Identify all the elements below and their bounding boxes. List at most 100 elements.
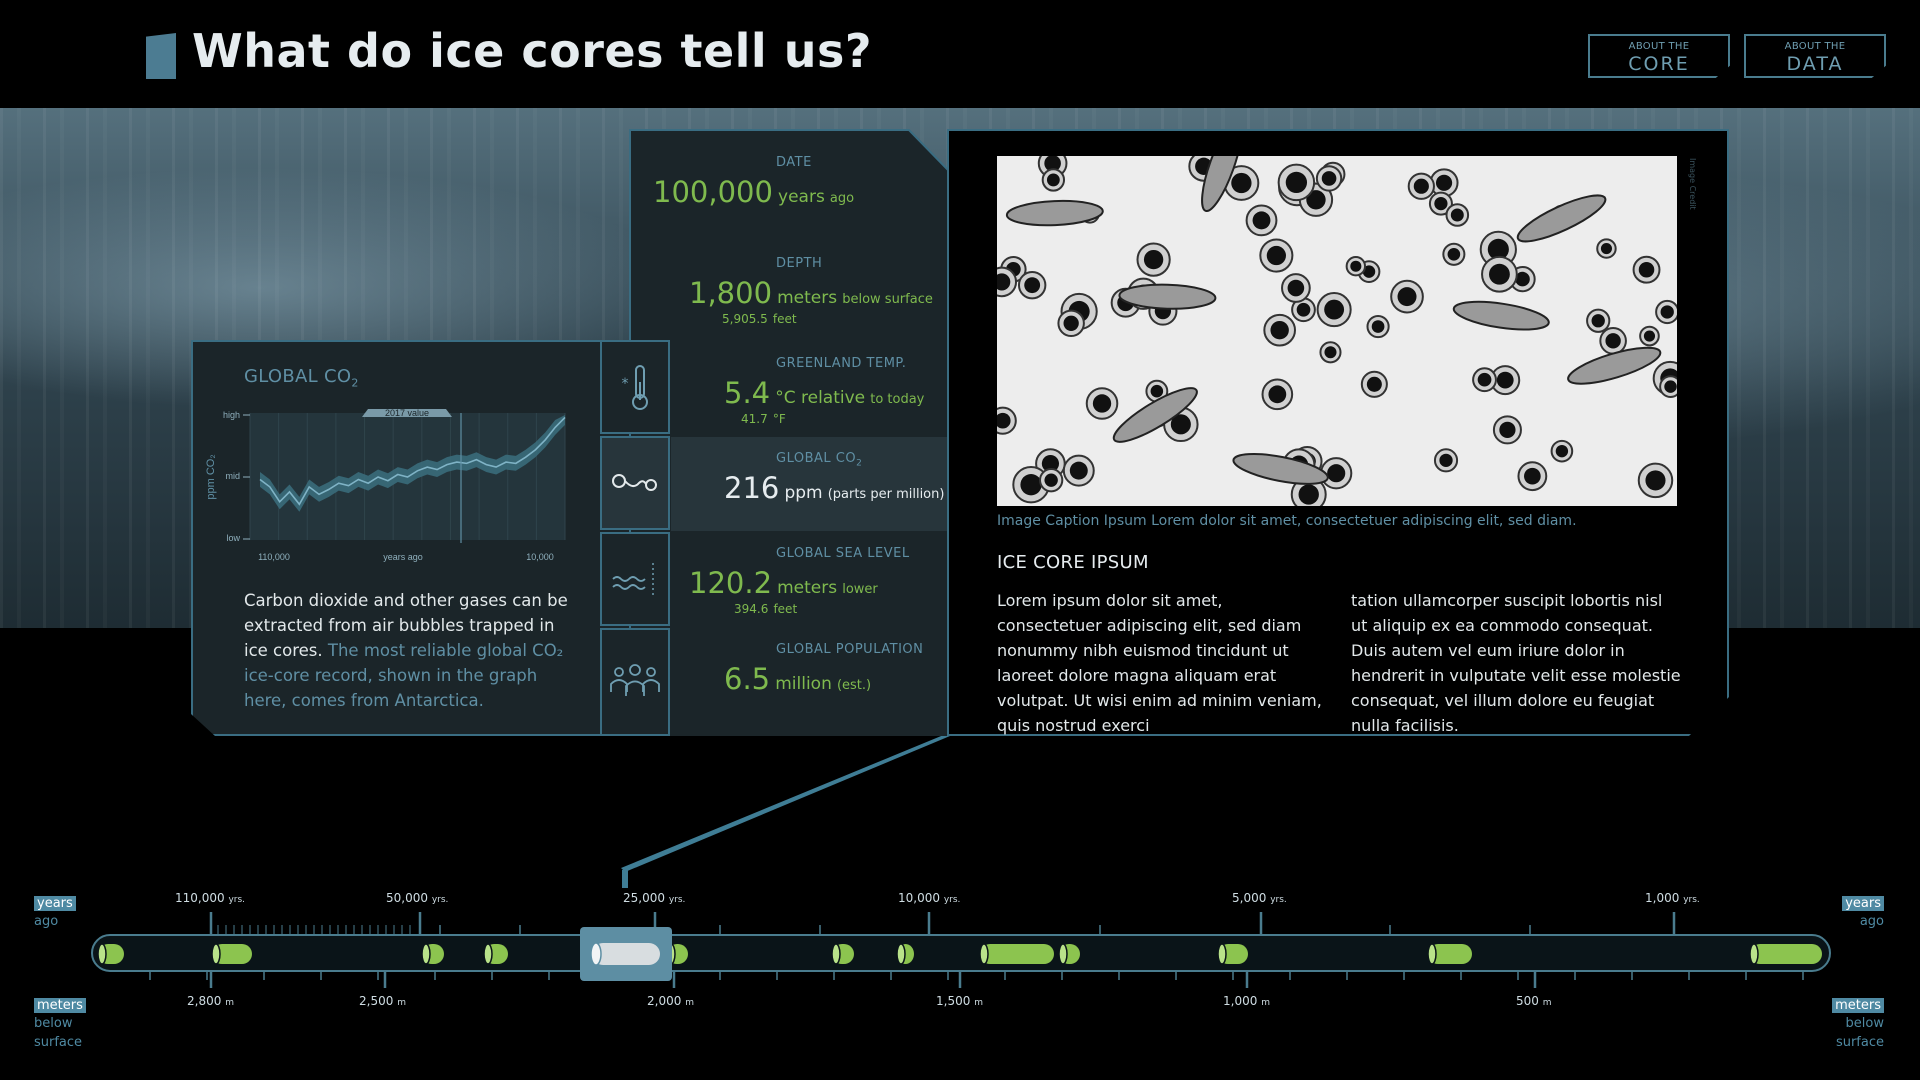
micro-cell-nucleus: [1020, 474, 1042, 496]
x-axis-label: years ago: [383, 552, 423, 562]
image-caption: Image Caption Ipsum Lorem dolor sit amet…: [997, 513, 1577, 529]
timeline-selected-core: [592, 943, 660, 965]
micro-cell-nucleus: [1499, 421, 1516, 438]
temperature-tab[interactable]: *: [600, 340, 670, 434]
about-data-small-label: ABOUT THE: [1784, 41, 1846, 52]
micro-cell-nucleus: [1434, 196, 1448, 211]
years-badge-left: years: [34, 896, 76, 911]
micro-cell-nucleus: [997, 412, 1011, 429]
y-tick-mid: mid: [225, 471, 240, 481]
micro-cell-nucleus: [1306, 190, 1326, 210]
co2-description-text: Carbon dioxide and other gases can be ex…: [244, 591, 568, 660]
ago-left: ago: [34, 914, 59, 929]
micro-cell-nucleus: [1266, 245, 1286, 266]
years-ago-left: years ago: [34, 892, 76, 931]
micro-rod: [1567, 346, 1662, 385]
co2-tab[interactable]: [600, 436, 670, 530]
micro-cell-nucleus: [1645, 470, 1666, 491]
image-credit: Image Credit: [1688, 158, 1697, 210]
title-marker: [146, 33, 176, 79]
years-label-50000: 50,000 yrs.: [386, 891, 449, 905]
chart-series-line: [259, 416, 566, 506]
micro-cell-nucleus: [1327, 464, 1346, 483]
temp-sub-unit: °F: [772, 412, 786, 426]
sea-level-label: GLOBAL SEA LEVEL: [776, 546, 910, 561]
micro-rod: [1201, 156, 1243, 213]
micro-cell-nucleus: [1150, 384, 1164, 398]
micro-cell-nucleus: [1069, 461, 1088, 480]
y-tick-high: high: [223, 410, 240, 420]
micro-cell-nucleus: [1063, 315, 1079, 331]
core-segment-end: [421, 943, 431, 965]
about-core-button[interactable]: ABOUT THE CORE: [1588, 34, 1730, 78]
years-label-10000: 10,000 yrs.: [898, 891, 961, 905]
temp-sub-readout: 41.7 °F: [741, 408, 786, 427]
ago-right: ago: [1859, 914, 1884, 929]
below-left: below: [34, 1016, 73, 1031]
micro-rod: [1452, 300, 1550, 331]
sea-level-sub-unit: feet: [773, 602, 798, 616]
micro-cell-nucleus: [1664, 380, 1677, 393]
article-column-2: tation ullamcorper suscipit lobortis nis…: [1351, 591, 1681, 735]
depth-unit: meters: [777, 288, 838, 308]
micro-cell-nucleus: [1489, 263, 1510, 285]
y-axis-label: ppm CO₂: [205, 454, 217, 499]
micro-cell-nucleus: [1252, 211, 1271, 230]
micro-cell-nucleus: [1477, 372, 1492, 387]
core-segment: [1428, 944, 1472, 964]
micro-cell-nucleus: [1170, 414, 1191, 435]
data-readout-panel: [629, 129, 949, 736]
core-segment: [1750, 944, 1822, 964]
co2-value: 216: [724, 471, 780, 505]
meters-label-2000: 2,000 m: [647, 994, 694, 1008]
x-tick-10000: 10,000: [526, 552, 554, 562]
sea-level-unit: meters: [777, 578, 838, 598]
depth-label: DEPTH: [776, 256, 823, 271]
micro-cell-nucleus: [1435, 174, 1453, 191]
micro-rod: [1005, 199, 1104, 227]
about-data-button[interactable]: ABOUT THE DATA: [1744, 34, 1886, 78]
micro-rod: [1112, 387, 1198, 443]
temp-unit: °C relative: [775, 388, 866, 408]
co2-description: Carbon dioxide and other gases can be ex…: [244, 588, 574, 713]
micro-cell-nucleus: [1092, 394, 1112, 413]
sea-level-sub-value: 394.6: [734, 602, 769, 616]
micro-cell-nucleus: [1362, 265, 1376, 278]
micro-cell-nucleus: [1041, 455, 1060, 473]
temp-qualifier: to today: [870, 392, 925, 407]
micro-cell-nucleus: [1321, 171, 1337, 186]
timeline[interactable]: [0, 880, 1920, 1080]
about-data-large-label: DATA: [1786, 53, 1844, 75]
sea-level-tab[interactable]: [600, 532, 670, 626]
temp-value: 5.4: [724, 376, 771, 410]
micro-rod: [1232, 453, 1329, 485]
co2-label: GLOBAL CO2: [776, 451, 863, 469]
micro-cell-nucleus: [1447, 247, 1461, 261]
micro-cell-nucleus: [1524, 467, 1541, 485]
years-label-25000: 25,000 yrs.: [623, 891, 686, 905]
co2-panel-title: GLOBAL CO2: [244, 366, 359, 390]
micro-cell-nucleus: [1638, 261, 1655, 278]
co2-row-highlight: [671, 437, 947, 531]
micro-cell-nucleus: [1496, 371, 1514, 389]
micro-cell-nucleus: [1287, 279, 1305, 297]
micro-cell-nucleus: [1600, 243, 1612, 255]
co2-readout: 216 ppm (parts per million): [724, 471, 944, 505]
co2-qualifier: (parts per million): [827, 487, 945, 502]
meters-below-left: meters below surface: [34, 994, 86, 1052]
micro-cell-nucleus: [1044, 156, 1061, 172]
core-segment-end: [896, 943, 906, 965]
population-label: GLOBAL POPULATION: [776, 642, 924, 657]
micro-cell-nucleus: [1371, 320, 1385, 333]
meters-label-2500: 2,500 m: [359, 994, 406, 1008]
meters-label-500: 500 m: [1516, 994, 1552, 1008]
article-column-1: Lorem ipsum dolor sit amet, consectetuer…: [997, 591, 1322, 735]
population-tab[interactable]: [600, 628, 670, 736]
core-segment-end: [1427, 943, 1437, 965]
thermometer-icon: *: [622, 365, 648, 410]
micro-cell-nucleus: [1231, 172, 1252, 194]
about-core-large-label: CORE: [1628, 53, 1690, 75]
core-segment-end: [1058, 943, 1068, 965]
chart-annotation-tag: [362, 409, 452, 417]
sea-level-value: 120.2: [689, 566, 773, 600]
